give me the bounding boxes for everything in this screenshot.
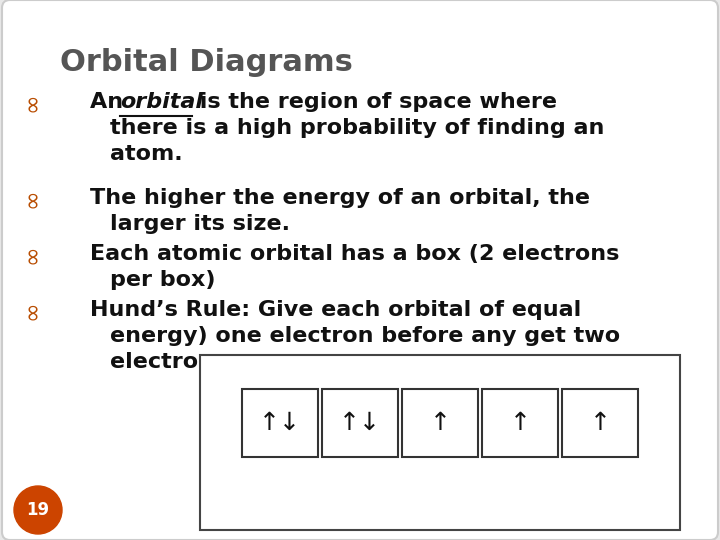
Bar bbox=[200, 355, 680, 530]
Text: 2p₂: 2p₂ bbox=[588, 369, 613, 384]
Text: ∞: ∞ bbox=[20, 92, 44, 112]
Text: ↑: ↑ bbox=[430, 411, 451, 435]
Text: is the region of space where: is the region of space where bbox=[192, 92, 557, 112]
Text: ∞: ∞ bbox=[20, 300, 44, 320]
Text: Hund’s Rule: Give each orbital of equal: Hund’s Rule: Give each orbital of equal bbox=[90, 300, 581, 320]
Text: atom.: atom. bbox=[110, 144, 183, 164]
Text: electrons: electrons bbox=[110, 352, 228, 372]
Text: orbital: orbital bbox=[120, 92, 203, 112]
Text: ↑: ↑ bbox=[510, 411, 531, 435]
Text: Orbital Diagrams: Orbital Diagrams bbox=[60, 48, 353, 77]
Text: energy) one electron before any get two: energy) one electron before any get two bbox=[110, 326, 620, 346]
Text: ↑↓: ↑↓ bbox=[259, 411, 301, 435]
Circle shape bbox=[14, 486, 62, 534]
Text: there is a high probability of finding an: there is a high probability of finding a… bbox=[110, 118, 604, 138]
Bar bbox=[322, 389, 398, 457]
Text: 19: 19 bbox=[27, 501, 50, 519]
Text: 2s: 2s bbox=[351, 369, 369, 384]
Text: per box): per box) bbox=[110, 270, 215, 290]
Text: ↑: ↑ bbox=[590, 411, 611, 435]
Bar bbox=[562, 389, 638, 457]
Bar bbox=[402, 389, 478, 457]
Text: ∞: ∞ bbox=[20, 244, 44, 264]
Text: 2pₓ: 2pₓ bbox=[427, 369, 453, 384]
Text: An: An bbox=[90, 92, 131, 112]
Text: The higher the energy of an orbital, the: The higher the energy of an orbital, the bbox=[90, 188, 590, 208]
Bar bbox=[482, 389, 558, 457]
Text: 2pʸ: 2pʸ bbox=[508, 369, 533, 384]
Text: ∞: ∞ bbox=[20, 188, 44, 207]
Text: 1s: 1s bbox=[271, 369, 289, 384]
Text: Each atomic orbital has a box (2 electrons: Each atomic orbital has a box (2 electro… bbox=[90, 244, 619, 264]
Bar bbox=[242, 389, 318, 457]
Text: larger its size.: larger its size. bbox=[110, 214, 290, 234]
Text: ↑↓: ↑↓ bbox=[339, 411, 381, 435]
